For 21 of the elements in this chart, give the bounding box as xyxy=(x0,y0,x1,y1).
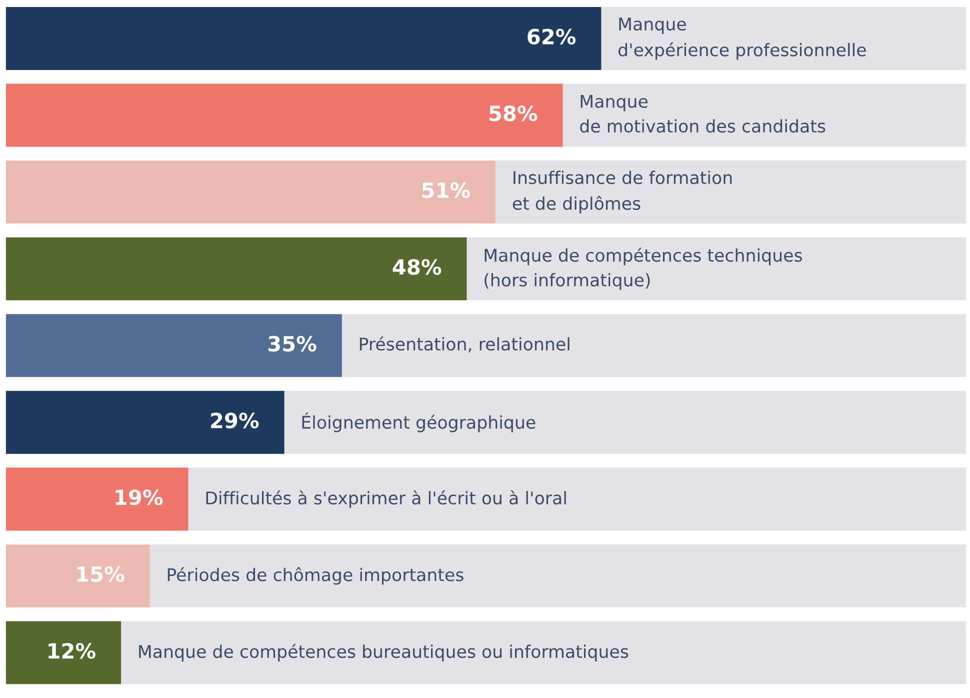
y-tick-label: Manque d'expérience professionnelle xyxy=(618,18,866,60)
bar xyxy=(6,544,150,608)
data-label: 19% xyxy=(116,489,163,506)
data-label: 35% xyxy=(268,336,316,352)
data-label: 62% xyxy=(528,28,576,45)
y-tick-label: Insuffisance de formation et de diplômes xyxy=(512,170,732,214)
data-label: 48% xyxy=(392,259,442,275)
data-label: 51% xyxy=(422,182,470,198)
data-label: 12% xyxy=(48,642,96,659)
data-label: 15% xyxy=(77,566,124,582)
bar xyxy=(6,621,122,684)
y-tick-label: Manque de compétences bureautiques ou informatiques xyxy=(139,644,628,662)
y-tick-label: Éloignement géographique xyxy=(302,412,536,432)
data-label: 58% xyxy=(490,106,538,122)
y-tick-label: Manque de motivation des candidats xyxy=(580,95,826,133)
bar xyxy=(6,468,188,531)
y-tick-label: Périodes de chômage importantes xyxy=(168,567,464,585)
y-tick-label: Manque de compétences techniques (hors informatique) xyxy=(484,248,802,290)
y-tick-label: Présentation, relationnel xyxy=(360,336,570,352)
data-label: 29% xyxy=(211,412,259,428)
y-tick-label: Difficultés à s'exprimer à l'écrit ou à l'oral xyxy=(206,490,566,508)
